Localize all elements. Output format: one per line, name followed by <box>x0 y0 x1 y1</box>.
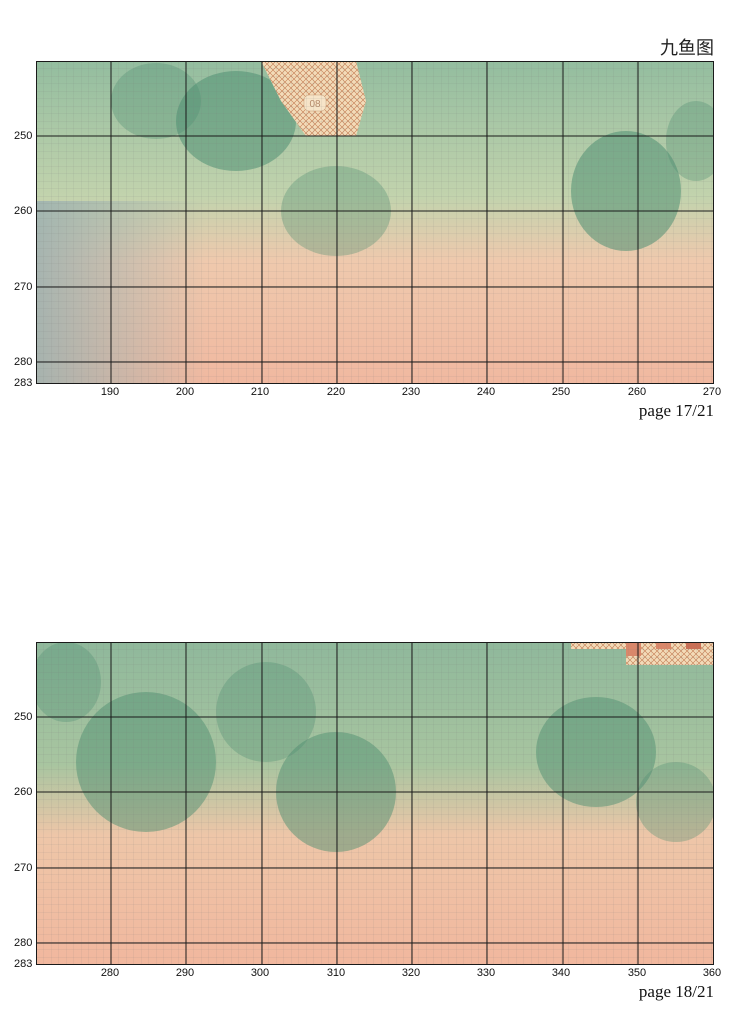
x-tick: 360 <box>702 967 722 979</box>
pattern-grid-page-17: 08 <box>36 61 714 384</box>
page-number: page 17/21 <box>638 401 714 420</box>
x-tick: 290 <box>175 967 195 979</box>
x-tick: 310 <box>326 967 346 979</box>
chart-page-18 <box>36 642 714 965</box>
pattern-title: 九鱼图 <box>660 38 714 59</box>
y-tick: 283 <box>14 377 33 389</box>
y-tick: 260 <box>14 786 33 798</box>
y-tick: 283 <box>14 958 33 970</box>
x-tick: 190 <box>100 386 120 398</box>
x-tick: 300 <box>250 967 270 979</box>
x-tick: 270 <box>702 386 722 398</box>
x-tick: 330 <box>476 967 496 979</box>
x-tick: 340 <box>551 967 571 979</box>
y-tick: 250 <box>14 711 33 723</box>
x-tick: 250 <box>551 386 571 398</box>
x-tick: 320 <box>401 967 421 979</box>
page-number: page 18/21 <box>638 982 714 1001</box>
x-tick: 230 <box>401 386 421 398</box>
x-tick: 210 <box>250 386 270 398</box>
x-tick: 200 <box>175 386 195 398</box>
x-tick: 220 <box>326 386 346 398</box>
x-tick: 280 <box>100 967 120 979</box>
y-tick: 250 <box>14 130 33 142</box>
y-tick: 280 <box>14 356 33 368</box>
chart-page-17: 08 <box>36 61 714 384</box>
y-tick: 260 <box>14 205 33 217</box>
x-tick: 350 <box>627 967 647 979</box>
x-tick: 240 <box>476 386 496 398</box>
x-tick: 260 <box>627 386 647 398</box>
y-tick: 280 <box>14 937 33 949</box>
y-tick: 270 <box>14 281 33 293</box>
y-tick: 270 <box>14 862 33 874</box>
pattern-grid-page-18 <box>36 642 714 965</box>
